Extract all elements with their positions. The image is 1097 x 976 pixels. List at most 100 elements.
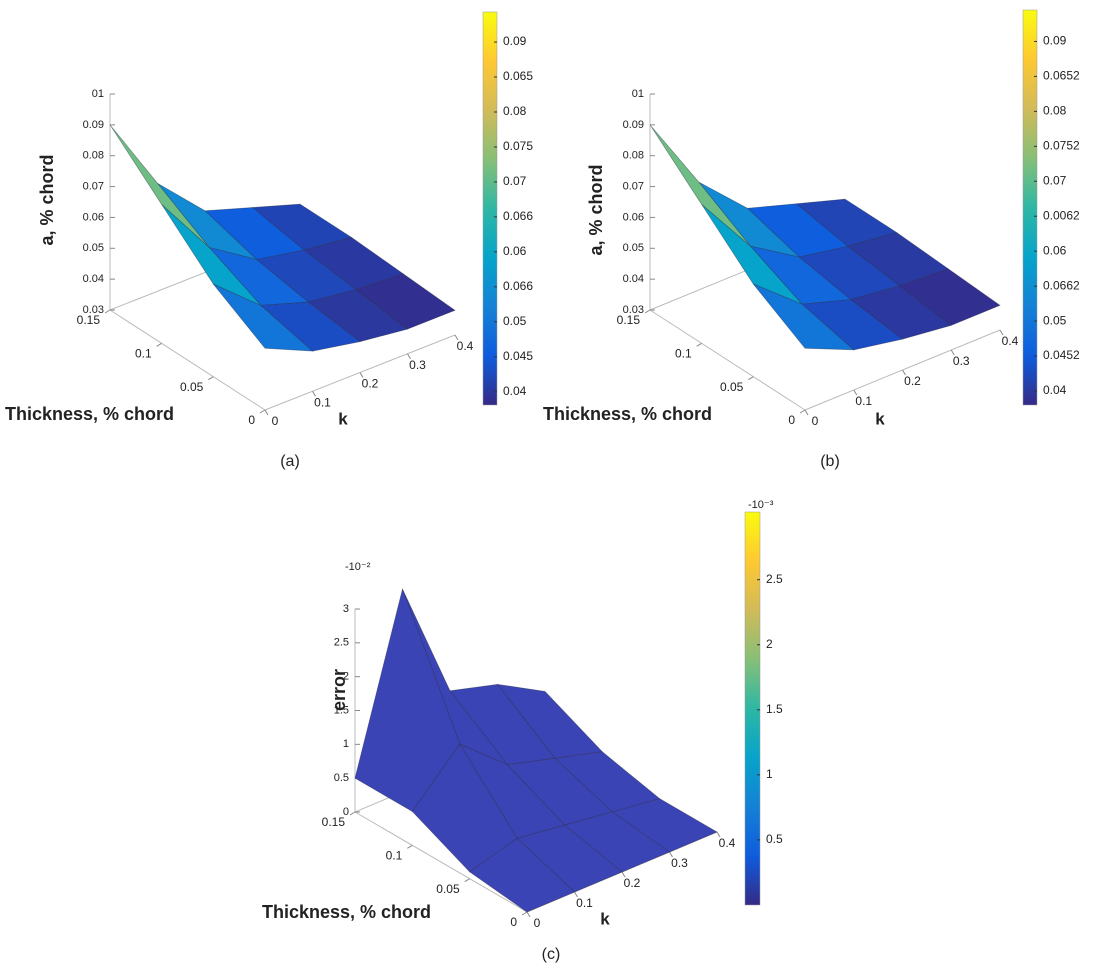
y-tick-label: 0.15 xyxy=(77,313,101,327)
colorbar-tick-label: 0.08 xyxy=(503,104,527,118)
colorbar-tick-label: 0.05 xyxy=(503,314,527,328)
z-tick-label: 1.5 xyxy=(334,704,349,716)
colorbar-tick-label: 0.04 xyxy=(1043,383,1067,397)
y-tick-label: 0 xyxy=(248,413,255,427)
surface-patch xyxy=(458,743,566,839)
surface-patch xyxy=(701,204,803,305)
x-tick xyxy=(804,409,809,416)
surface-patch xyxy=(611,798,718,853)
y-tick xyxy=(748,376,754,381)
z-tick-label: 0.07 xyxy=(83,180,104,192)
surface-patch xyxy=(850,285,953,340)
colorbar-tick-label: 0.05 xyxy=(1043,313,1067,327)
surface-patch xyxy=(208,246,310,306)
x-tick-label: 0 xyxy=(272,414,279,428)
z-tick-label: 01 xyxy=(92,88,104,100)
caption: (c) xyxy=(542,946,561,963)
y-axis-label: Thickness, % chord xyxy=(5,404,174,424)
axis-line xyxy=(354,811,528,913)
z-tick-label: 0.04 xyxy=(83,273,104,285)
z-tick-label: 0.06 xyxy=(83,211,104,223)
colorbar xyxy=(1022,9,1038,406)
colorbar-tick-label: 0.07 xyxy=(1043,173,1067,187)
colorbar-tick-label: 0.0752 xyxy=(1043,138,1080,152)
surface-patch xyxy=(698,181,801,258)
colorbar-tick-label: 1.5 xyxy=(766,702,783,716)
x-tick xyxy=(950,349,955,356)
y-tick-label: 0.05 xyxy=(720,380,744,394)
y-tick xyxy=(644,309,651,314)
z-tick-label: 2 xyxy=(343,671,349,683)
y-tick xyxy=(464,878,470,883)
x-tick xyxy=(902,369,906,376)
colorbar-tick-label: 0.09 xyxy=(1043,34,1067,48)
x-tick-label: 0 xyxy=(534,916,541,930)
y-tick-label: 0 xyxy=(788,413,795,427)
colorbar-multiplier: -10⁻³ xyxy=(748,499,774,511)
y-tick xyxy=(696,342,702,347)
z-multiplier: -10⁻² xyxy=(345,561,371,573)
x-tick xyxy=(853,389,858,396)
x-tick-label: 0.1 xyxy=(576,896,593,910)
z-axis-label: a, % chord xyxy=(37,154,57,245)
x-tick xyxy=(454,334,459,341)
x-tick-label: 0.3 xyxy=(409,358,426,372)
colorbar-tick-label: 0.08 xyxy=(1043,104,1067,118)
x-tick-label: 0.1 xyxy=(855,394,872,408)
colorbar-tick-label: 0.0452 xyxy=(1043,348,1080,362)
y-axis-label: Thickness, % chord xyxy=(262,902,431,922)
x-tick xyxy=(312,390,316,397)
y-tick-label: 0.1 xyxy=(675,347,692,361)
colorbar-tick-label: 2.5 xyxy=(766,572,783,586)
colorbar-tick-label: 0.065 xyxy=(503,69,533,83)
colorbar-tick-label: 2 xyxy=(766,637,773,651)
z-tick-label: 0.07 xyxy=(623,180,644,192)
z-tick-label: 2.5 xyxy=(334,637,349,649)
colorbar-tick-label: 1 xyxy=(766,767,773,781)
z-tick-label: 0.5 xyxy=(334,772,349,784)
z-tick-label: 1 xyxy=(343,738,349,750)
colorbar-tick-label: 0.06 xyxy=(1043,243,1067,257)
y-tick xyxy=(208,376,214,381)
surface-patch xyxy=(749,245,852,305)
y-tick-label: 0.15 xyxy=(322,815,346,829)
y-tick-label: 0.05 xyxy=(180,380,204,394)
colorbar xyxy=(482,11,498,406)
z-tick-label: 0.09 xyxy=(83,119,104,131)
colorbar-tick-label: 0.04 xyxy=(503,384,527,398)
colorbar xyxy=(744,511,761,906)
y-axis-label: Thickness, % chord xyxy=(543,404,712,424)
x-axis-label: k xyxy=(338,409,348,428)
x-axis-label: k xyxy=(875,409,885,428)
z-tick-label: 0.05 xyxy=(623,242,644,254)
y-tick xyxy=(349,811,356,816)
colorbar-tick-label: 0.066 xyxy=(503,209,533,223)
y-tick-label: 0.1 xyxy=(135,347,152,361)
z-tick-label: 0.06 xyxy=(623,211,644,223)
z-tick-label: 0.03 xyxy=(623,304,644,316)
x-axis-label: k xyxy=(600,909,610,928)
x-tick-label: 0 xyxy=(812,414,819,428)
y-tick xyxy=(259,409,266,414)
x-tick xyxy=(669,851,673,858)
x-tick xyxy=(621,871,626,878)
caption: (a) xyxy=(280,453,300,470)
y-tick-label: 0.05 xyxy=(436,882,460,896)
surface-patch xyxy=(649,124,751,247)
y-tick-label: 0.1 xyxy=(386,849,403,863)
surface-patch xyxy=(251,203,353,251)
x-tick xyxy=(264,409,269,416)
surface-plot: 0.03 0.04 0.05 0.06 0.07 0.08 0.09 01 0 0.05 0.1 0.… xyxy=(543,9,1080,470)
z-axis-label: a, % chord xyxy=(586,164,606,255)
x-tick-label: 0.3 xyxy=(953,354,970,368)
caption: (b) xyxy=(820,453,840,470)
z-tick-label: 0.08 xyxy=(623,150,644,162)
x-tick-label: 0.2 xyxy=(362,377,379,391)
surface-patch xyxy=(213,283,314,352)
axis-line xyxy=(649,309,806,411)
colorbar-tick-label: 0.5 xyxy=(766,832,783,846)
colorbar-tick-label: 0.066 xyxy=(503,279,533,293)
y-tick xyxy=(407,844,413,849)
